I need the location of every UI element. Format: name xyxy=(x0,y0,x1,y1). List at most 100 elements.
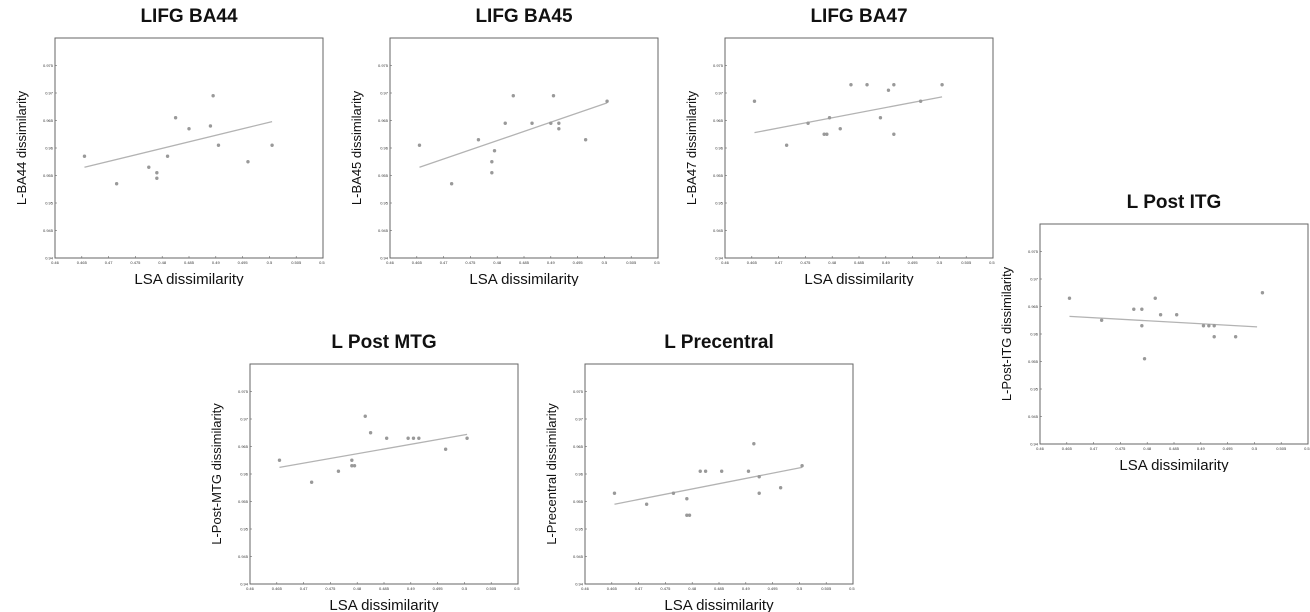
y-tick-label: 0.96 xyxy=(45,146,54,151)
x-tick-label: 0.51 xyxy=(514,586,520,591)
data-point xyxy=(685,497,689,501)
x-tick-label: 0.485 xyxy=(854,260,865,265)
regression-line xyxy=(84,120,273,168)
data-point xyxy=(350,464,354,468)
data-point xyxy=(173,116,178,120)
y-tick-label: 0.965 xyxy=(43,118,54,123)
x-tick-label: 0.465 xyxy=(1062,446,1073,451)
data-point xyxy=(671,491,676,495)
regression-line xyxy=(279,433,468,469)
data-point xyxy=(752,99,757,103)
plot-frame xyxy=(249,363,519,585)
data-point xyxy=(1207,324,1211,328)
data-point xyxy=(698,469,702,473)
x-axis-label: LSA dissimilarity xyxy=(664,597,774,612)
data-point xyxy=(752,442,756,446)
data-point xyxy=(757,475,761,479)
x-tick-label: 0.505 xyxy=(291,260,302,265)
x-axis-label: LSA dissimilarity xyxy=(469,271,579,286)
y-tick-label: 0.95 xyxy=(45,201,54,206)
x-tick-label: 0.5 xyxy=(462,586,468,591)
y-tick-label: 0.95 xyxy=(380,201,389,206)
chart-title: LIFG BA45 xyxy=(475,6,573,27)
y-tick-label: 0.965 xyxy=(238,444,249,449)
y-tick-label: 0.945 xyxy=(713,228,724,233)
data-point xyxy=(277,458,282,462)
y-tick-label: 0.955 xyxy=(713,173,724,178)
data-point xyxy=(583,138,588,142)
data-point xyxy=(216,143,221,147)
x-tick-label: 0.5 xyxy=(937,260,943,265)
data-point xyxy=(778,486,783,490)
y-axis-label: L-BA45 dissimilarity xyxy=(349,90,364,205)
x-tick-label: 0.5 xyxy=(267,260,273,265)
data-point xyxy=(363,414,367,418)
x-tick-label: 0.495 xyxy=(238,260,249,265)
y-tick-label: 0.94 xyxy=(575,582,584,587)
x-tick-label: 0.49 xyxy=(1197,446,1206,451)
x-tick-label: 0.49 xyxy=(407,586,416,591)
y-tick-label: 0.975 xyxy=(43,63,54,68)
chart-title: L Precentral xyxy=(664,332,773,353)
chart-title: L Post ITG xyxy=(1127,192,1222,213)
data-point xyxy=(549,121,553,125)
data-point xyxy=(492,149,497,153)
y-tick-label: 0.945 xyxy=(378,228,389,233)
x-tick-label: 0.505 xyxy=(961,260,972,265)
x-tick-label: 0.46 xyxy=(386,260,395,265)
y-axis-label: L-Post-MTG dissimilarity xyxy=(209,403,224,545)
data-point xyxy=(417,436,421,440)
y-tick-label: 0.95 xyxy=(715,201,724,206)
data-point xyxy=(465,436,469,440)
scatter-plot-svg: L Precentral 0.46 0.465 0.47 0.475 0.48 0.485 0… xyxy=(544,332,855,612)
plot-frame xyxy=(724,37,994,259)
x-tick-label: 0.505 xyxy=(1276,446,1287,451)
x-tick-label: 0.495 xyxy=(1223,446,1234,451)
data-point xyxy=(208,124,213,128)
x-tick-label: 0.46 xyxy=(1036,446,1045,451)
x-tick-label: 0.51 xyxy=(1304,446,1310,451)
y-tick-label: 0.945 xyxy=(1028,414,1039,419)
x-tick-label: 0.485 xyxy=(519,260,530,265)
data-point xyxy=(411,436,416,440)
data-point xyxy=(449,182,454,186)
data-point xyxy=(1153,296,1157,300)
data-point xyxy=(490,171,494,175)
x-tick-label: 0.51 xyxy=(319,260,325,265)
y-tick-label: 0.94 xyxy=(1030,442,1039,447)
x-tick-label: 0.495 xyxy=(908,260,919,265)
data-point xyxy=(352,464,357,468)
data-point xyxy=(687,513,692,517)
data-point xyxy=(1140,307,1144,311)
y-tick-label: 0.96 xyxy=(575,472,584,477)
plot-frame xyxy=(54,37,324,259)
y-tick-label: 0.955 xyxy=(378,173,389,178)
data-point xyxy=(644,502,649,506)
data-point xyxy=(746,469,751,473)
scatter-panel-l-precentral: L Precentral 0.46 0.465 0.47 0.475 0.48 0.485 0… xyxy=(530,326,855,612)
regression-line xyxy=(419,102,608,168)
regression-line xyxy=(1069,315,1258,328)
scatter-plot-svg: L Post MTG 0.46 0.465 0.47 0.475 0.48 0.485 0.4… xyxy=(209,332,520,612)
data-point xyxy=(165,154,170,158)
data-point xyxy=(443,447,448,451)
plot-frame xyxy=(1039,223,1309,445)
x-tick-label: 0.47 xyxy=(635,586,644,591)
x-tick-label: 0.505 xyxy=(626,260,637,265)
y-tick-label: 0.97 xyxy=(715,91,724,96)
y-tick-label: 0.96 xyxy=(380,146,389,151)
y-tick-label: 0.965 xyxy=(713,118,724,123)
data-point xyxy=(703,469,708,473)
x-tick-label: 0.48 xyxy=(688,586,697,591)
data-point xyxy=(1212,324,1216,328)
y-tick-label: 0.975 xyxy=(713,63,724,68)
data-point xyxy=(1099,318,1104,322)
data-point xyxy=(825,132,829,136)
y-axis-label: L-Post-ITG dissimilarity xyxy=(999,266,1014,401)
y-tick-label: 0.95 xyxy=(1030,387,1039,392)
data-point xyxy=(838,127,842,131)
data-point xyxy=(719,469,724,473)
data-point xyxy=(827,116,832,120)
data-point xyxy=(490,160,494,164)
x-tick-label: 0.475 xyxy=(1115,446,1126,451)
